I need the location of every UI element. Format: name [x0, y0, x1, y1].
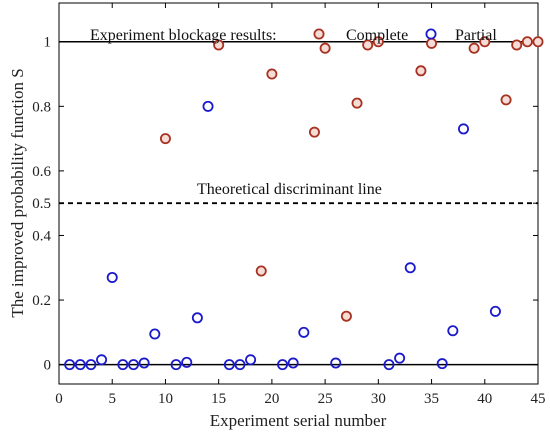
- discriminant-line-label: Theoretical discriminant line: [197, 181, 382, 198]
- point-complete: [479, 36, 491, 48]
- x-tick-label: 0: [55, 391, 63, 407]
- legend-marker-complete: [313, 28, 325, 40]
- y-tick-label: 1: [44, 35, 52, 51]
- point-partial: [383, 359, 395, 371]
- x-tick-label: 10: [158, 391, 173, 407]
- point-complete: [213, 39, 225, 51]
- point-complete: [468, 42, 480, 54]
- legend-label-partial: Partial: [455, 27, 497, 44]
- point-complete: [500, 94, 512, 106]
- point-complete: [266, 68, 278, 80]
- point-partial: [181, 356, 193, 368]
- point-complete: [415, 65, 427, 77]
- legend-marker-partial: [425, 28, 437, 40]
- y-tick-label: 0: [44, 358, 52, 374]
- legend-label-complete: Complete: [346, 27, 408, 44]
- point-partial: [106, 271, 118, 283]
- point-complete: [351, 97, 363, 109]
- point-partial: [245, 354, 257, 366]
- point-partial: [170, 359, 182, 371]
- point-partial: [234, 359, 246, 371]
- y-tick-labels: 0 0.2 0.4 0.5 0.6 0.8 1: [32, 35, 51, 374]
- point-partial: [404, 262, 416, 274]
- x-tick-label: 40: [477, 391, 492, 407]
- x-axis-title: Experiment serial number: [210, 411, 387, 430]
- point-partial: [298, 326, 310, 338]
- plot-area: [58, 2, 539, 385]
- y-tick-label: 0.5: [32, 196, 51, 212]
- point-partial: [202, 100, 214, 112]
- point-complete: [532, 36, 544, 48]
- point-partial: [394, 352, 406, 364]
- point-complete: [159, 133, 171, 145]
- point-partial: [447, 325, 459, 337]
- point-complete: [308, 126, 320, 138]
- point-partial: [149, 328, 161, 340]
- point-partial: [436, 358, 448, 370]
- y-tick-label: 0.2: [32, 293, 51, 309]
- point-partial: [191, 312, 203, 324]
- legend: Experiment blockage results: Complete Pa…: [90, 27, 497, 44]
- point-complete: [319, 42, 331, 54]
- point-partial: [138, 357, 150, 369]
- point-complete: [521, 36, 533, 48]
- x-tick-label: 5: [108, 391, 116, 407]
- legend-title: Experiment blockage results:: [90, 27, 277, 44]
- x-tick-label: 25: [318, 391, 333, 407]
- point-complete: [255, 265, 267, 277]
- point-partial: [96, 354, 108, 366]
- x-tick-label: 35: [424, 391, 439, 407]
- point-complete: [340, 310, 352, 322]
- point-partial: [117, 359, 129, 371]
- y-tick-label: 0.6: [32, 164, 51, 180]
- point-partial: [457, 123, 469, 135]
- point-complete: [511, 39, 523, 51]
- x-tick-label: 20: [264, 391, 279, 407]
- point-partial: [489, 305, 501, 317]
- point-partial: [223, 359, 235, 371]
- point-complete: [372, 36, 384, 48]
- point-complete: [362, 39, 374, 51]
- point-partial: [85, 359, 97, 371]
- y-tick-label: 0.4: [32, 228, 51, 244]
- point-partial: [330, 357, 342, 369]
- x-tick-labels: 0 5 10 15 20 25 30 35 40 45: [55, 391, 545, 407]
- point-partial: [277, 359, 289, 371]
- x-tick-label: 30: [371, 391, 386, 407]
- data-points: [64, 36, 544, 371]
- axis-ticks: [58, 3, 539, 384]
- y-tick-label: 0.8: [32, 99, 51, 115]
- point-partial: [287, 357, 299, 369]
- y-axis-title: The improved probability function S: [8, 68, 27, 317]
- x-tick-label: 45: [531, 391, 546, 407]
- point-partial: [128, 359, 140, 371]
- point-partial: [74, 359, 86, 371]
- point-complete: [426, 37, 438, 49]
- point-partial: [64, 359, 76, 371]
- x-tick-label: 15: [211, 391, 226, 407]
